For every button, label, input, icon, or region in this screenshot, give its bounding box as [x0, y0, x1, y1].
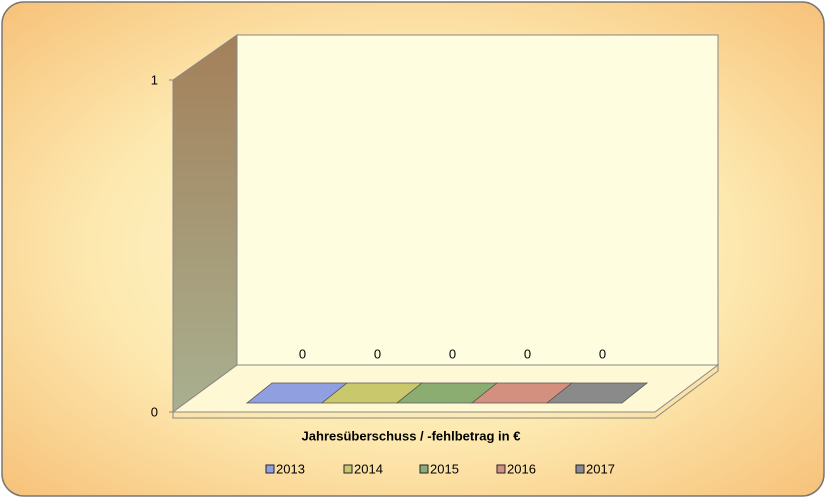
- x-tick-label: Jahresüberschuss / -fehlbetrag in €: [302, 428, 521, 443]
- floor-edge: [172, 365, 719, 419]
- legend-label: 2013: [276, 461, 305, 476]
- legend-swatch: [265, 464, 275, 474]
- side-wall: [172, 34, 238, 413]
- legend-label: 2014: [354, 461, 383, 476]
- data-label: 0: [524, 346, 531, 361]
- data-label: 0: [374, 346, 381, 361]
- y-tick-label: 0: [151, 404, 158, 419]
- back-wall: [236, 34, 719, 366]
- legend-label: 2016: [507, 461, 536, 476]
- y-tick-label: 1: [151, 72, 158, 87]
- data-label: 0: [299, 346, 306, 361]
- bar: [545, 382, 649, 404]
- legend-swatch: [575, 464, 585, 474]
- data-label: 0: [449, 346, 456, 361]
- legend-swatch: [419, 464, 429, 474]
- legend-label: 2017: [586, 461, 615, 476]
- data-label: 0: [599, 346, 606, 361]
- legend-swatch: [343, 464, 353, 474]
- legend-swatch: [496, 464, 506, 474]
- legend-label: 2015: [430, 461, 459, 476]
